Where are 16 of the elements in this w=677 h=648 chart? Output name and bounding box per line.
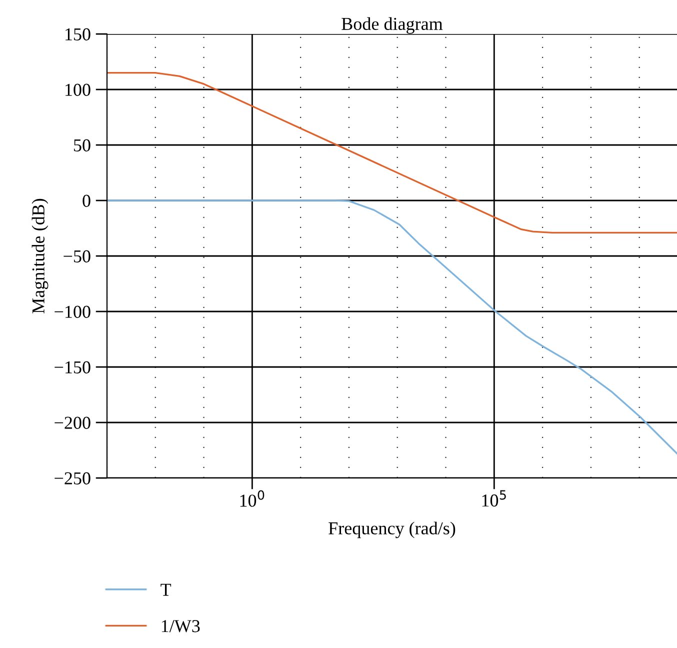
y-tick-label: 100 [66, 84, 90, 96]
y-tick-label: −150 [54, 361, 90, 374]
y-tick-label: −250 [54, 472, 90, 484]
y-axis-title: Magnitude (dB) [32, 198, 48, 314]
chart-title: Bode diagram [342, 17, 443, 34]
y-tick-label: −200 [54, 416, 90, 429]
x-axis-title: Frequency (rad/s) [328, 522, 456, 538]
x-tick-label: 10$^{5}$ [482, 490, 506, 507]
y-tick-label: 0 [82, 194, 90, 207]
x-tick-label: 10$^{0}$ [240, 490, 264, 507]
legend-label: T [160, 584, 172, 596]
y-tick-label: −100 [54, 306, 90, 318]
y-tick-label: 50 [74, 139, 90, 152]
y-tick-label: 150 [66, 28, 90, 40]
y-tick-label: −50 [64, 250, 90, 262]
legend-label: 1/W3 [162, 620, 200, 632]
